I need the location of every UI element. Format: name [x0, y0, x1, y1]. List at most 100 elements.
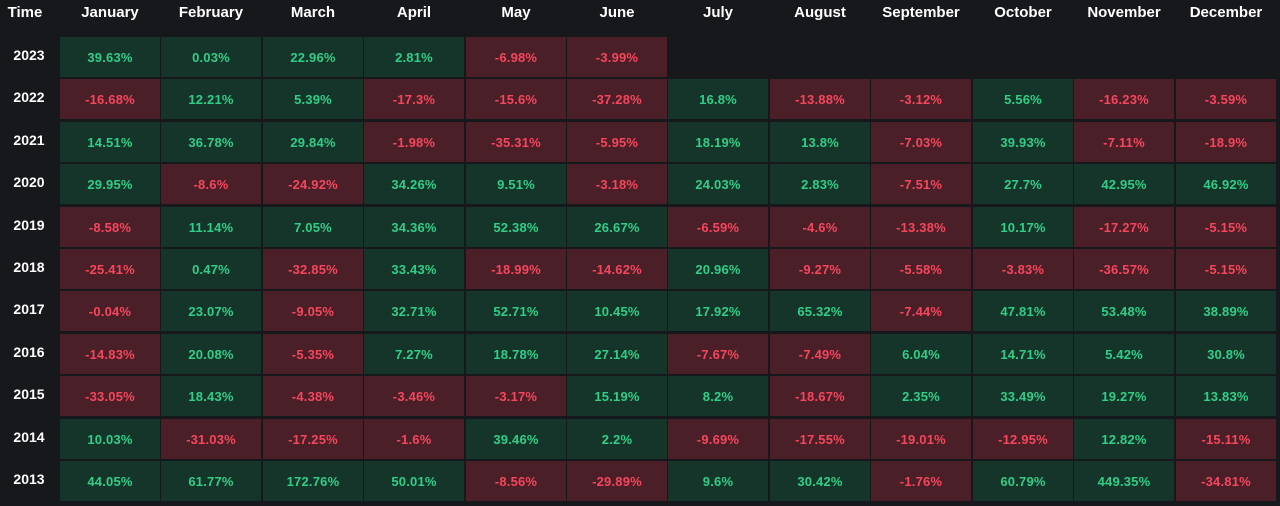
return-cell: -18.9% — [1176, 122, 1276, 162]
return-cell: -5.15% — [1176, 207, 1276, 247]
return-cell: 27.14% — [567, 334, 667, 374]
return-cell: -17.55% — [770, 419, 870, 459]
return-cell: -3.18% — [567, 164, 667, 204]
return-cell — [871, 37, 971, 77]
year-label: 2018 — [13, 259, 45, 275]
return-cell: -17.27% — [1074, 207, 1174, 247]
return-cell: -14.62% — [567, 249, 667, 289]
month-header-october: October — [994, 4, 1052, 21]
year-label: 2021 — [13, 132, 45, 148]
return-cell: -13.88% — [770, 79, 870, 119]
return-cell: 172.76% — [263, 461, 363, 501]
return-cell: 10.17% — [973, 207, 1073, 247]
return-cell: -9.05% — [263, 291, 363, 331]
month-header-august: August — [794, 4, 846, 21]
return-cell: 34.36% — [364, 207, 464, 247]
return-cell: 34.26% — [364, 164, 464, 204]
return-cell: 0.47% — [161, 249, 261, 289]
return-cell: 12.82% — [1074, 419, 1174, 459]
return-cell: -3.17% — [466, 376, 566, 416]
return-cell: -8.6% — [161, 164, 261, 204]
return-cell: -1.76% — [871, 461, 971, 501]
return-cell — [668, 37, 768, 77]
return-cell: 5.39% — [263, 79, 363, 119]
return-cell: -25.41% — [60, 249, 160, 289]
return-cell: 18.78% — [466, 334, 566, 374]
return-cell: -8.58% — [60, 207, 160, 247]
return-cell: 8.2% — [668, 376, 768, 416]
return-cell: -5.95% — [567, 122, 667, 162]
year-label: 2020 — [13, 174, 45, 190]
return-cell: -16.68% — [60, 79, 160, 119]
return-cell: 15.19% — [567, 376, 667, 416]
return-cell: -36.57% — [1074, 249, 1174, 289]
return-cell: -0.04% — [60, 291, 160, 331]
return-cell: 18.19% — [668, 122, 768, 162]
return-cell: 61.77% — [161, 461, 261, 501]
month-header-november: November — [1087, 4, 1161, 21]
return-cell: -1.6% — [364, 419, 464, 459]
return-cell: 7.27% — [364, 334, 464, 374]
return-cell: 29.95% — [60, 164, 160, 204]
return-cell: 32.71% — [364, 291, 464, 331]
return-cell: -6.59% — [668, 207, 768, 247]
return-cell: 30.42% — [770, 461, 870, 501]
return-cell: 38.89% — [1176, 291, 1276, 331]
return-cell: -31.03% — [161, 419, 261, 459]
year-label: 2017 — [13, 301, 45, 317]
year-label: 2023 — [13, 47, 45, 63]
return-cell: 50.01% — [364, 461, 464, 501]
year-label: 2014 — [13, 429, 45, 445]
return-cell: 29.84% — [263, 122, 363, 162]
return-cell: -7.49% — [770, 334, 870, 374]
return-cell: -3.12% — [871, 79, 971, 119]
month-header-september: September — [882, 4, 960, 21]
return-cell: 46.92% — [1176, 164, 1276, 204]
year-label: 2022 — [13, 89, 45, 105]
return-cell: 26.67% — [567, 207, 667, 247]
return-cell: 22.96% — [263, 37, 363, 77]
return-cell: 65.32% — [770, 291, 870, 331]
return-cell — [973, 37, 1073, 77]
return-cell — [1074, 37, 1174, 77]
month-header-july: July — [702, 4, 733, 21]
return-cell: -5.58% — [871, 249, 971, 289]
return-cell: 33.49% — [973, 376, 1073, 416]
return-cell: -16.23% — [1074, 79, 1174, 119]
month-header-april: April — [396, 4, 432, 21]
return-cell: -14.83% — [60, 334, 160, 374]
return-cell: 11.14% — [161, 207, 261, 247]
return-cell: -7.51% — [871, 164, 971, 204]
return-cell: 42.95% — [1074, 164, 1174, 204]
return-cell: 47.81% — [973, 291, 1073, 331]
return-cell: -34.81% — [1176, 461, 1276, 501]
return-cell: 20.96% — [668, 249, 768, 289]
return-cell: 52.71% — [466, 291, 566, 331]
return-cell: 19.27% — [1074, 376, 1174, 416]
return-cell: 10.03% — [60, 419, 160, 459]
month-header-march: March — [290, 4, 336, 21]
return-cell: 9.51% — [466, 164, 566, 204]
return-cell: -18.67% — [770, 376, 870, 416]
return-cell: -19.01% — [871, 419, 971, 459]
return-cell: 39.63% — [60, 37, 160, 77]
return-cell: -32.85% — [263, 249, 363, 289]
return-cell: -3.99% — [567, 37, 667, 77]
return-cell: -24.92% — [263, 164, 363, 204]
return-cell: 53.48% — [1074, 291, 1174, 331]
return-cell: -7.03% — [871, 122, 971, 162]
year-label: 2015 — [13, 386, 45, 402]
return-cell — [770, 37, 870, 77]
month-header-may: May — [501, 4, 531, 21]
return-cell: 5.42% — [1074, 334, 1174, 374]
year-label: 2013 — [13, 471, 45, 487]
return-cell: 12.21% — [161, 79, 261, 119]
return-cell: 449.35% — [1074, 461, 1174, 501]
return-cell: -9.27% — [770, 249, 870, 289]
return-cell: 27.7% — [973, 164, 1073, 204]
return-cell: 20.08% — [161, 334, 261, 374]
return-cell: -13.38% — [871, 207, 971, 247]
return-cell: 13.8% — [770, 122, 870, 162]
return-cell: -6.98% — [466, 37, 566, 77]
return-cell: 18.43% — [161, 376, 261, 416]
